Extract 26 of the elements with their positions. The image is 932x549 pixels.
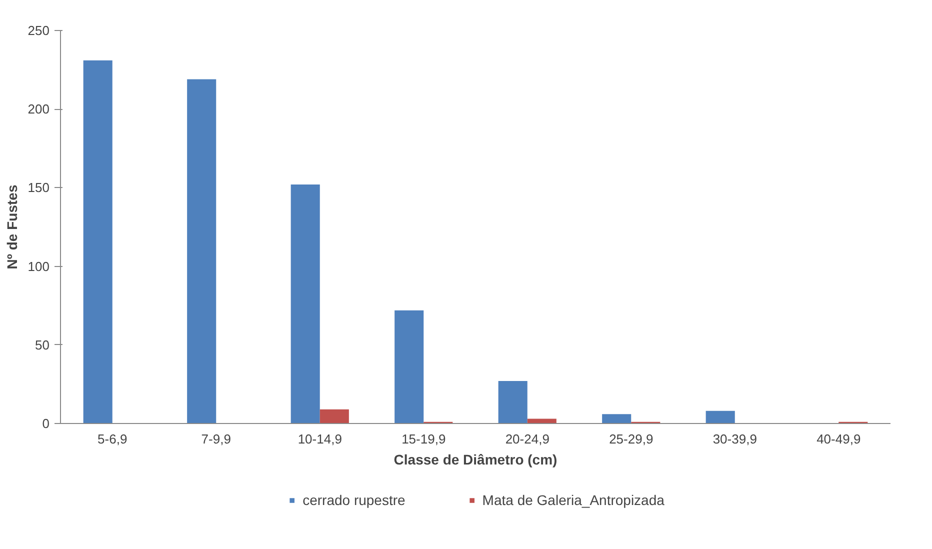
y-tick-label: 150 (28, 180, 50, 196)
x-tick-label: 5-6,9 (98, 432, 128, 446)
x-tick-label: 20-24,9 (505, 432, 550, 446)
bar (706, 410, 735, 424)
bar (187, 79, 216, 424)
y-tick-label: 100 (28, 258, 50, 274)
legend-label: cerrado rupestre (302, 492, 406, 508)
y-tick-label: 250 (28, 23, 50, 38)
y-axis-title: Nº de Fustes (4, 184, 20, 270)
x-tick-label: 25-29,9 (609, 432, 654, 446)
x-tick-label: 30-39,9 (712, 432, 757, 446)
y-tick-label: 0 (42, 416, 50, 431)
bar (290, 184, 320, 424)
x-tick-label: 40-49,9 (816, 432, 861, 446)
bar (83, 60, 112, 424)
x-tick-label: 7-9,9 (201, 432, 231, 446)
x-tick-label: 10-14,9 (298, 432, 342, 446)
bar (394, 310, 424, 424)
y-tick-label: 200 (28, 102, 50, 117)
y-tick-label: 50 (35, 337, 50, 352)
legend-label: Mata de Galeria_Antropizada (482, 492, 664, 508)
x-axis-title: Classe de Diâmetro (cm) (394, 452, 558, 468)
x-tick-label: 15-19,9 (402, 432, 446, 446)
bar (320, 409, 349, 424)
bar (602, 414, 632, 424)
bar (498, 381, 528, 424)
